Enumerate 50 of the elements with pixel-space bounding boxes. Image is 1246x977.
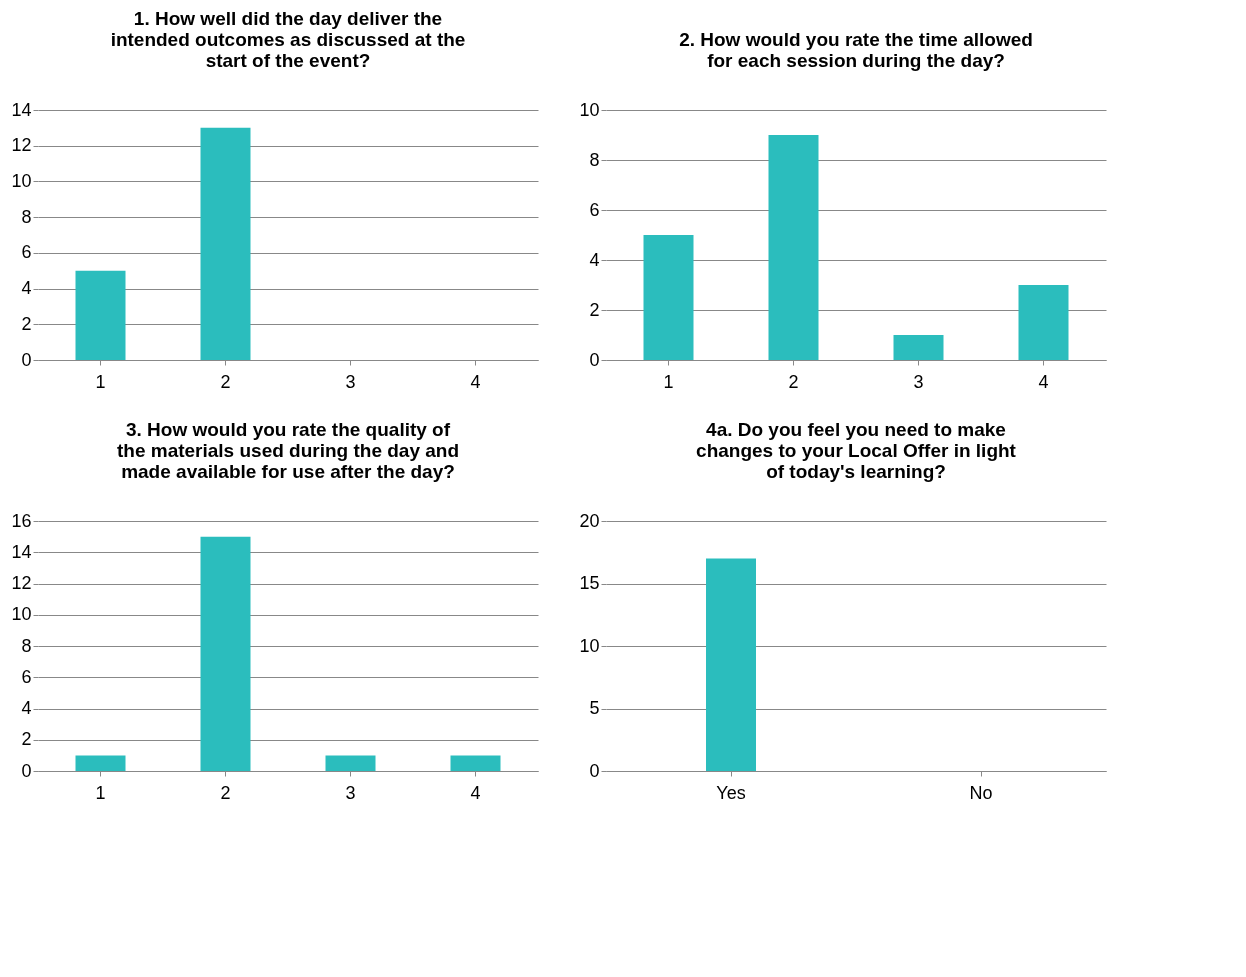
y-tick-label: 2 bbox=[21, 313, 32, 334]
chart-title: 3. How would you rate the quality of the materials used during the day and made available for use after the day? bbox=[116, 419, 460, 482]
y-tick-label: 15 bbox=[579, 573, 600, 593]
x-tick-label: 4 bbox=[470, 782, 481, 803]
y-tick-label: 4 bbox=[21, 278, 32, 299]
y-tick-label: 2 bbox=[21, 729, 32, 750]
x-tick-label: 2 bbox=[220, 782, 231, 803]
y-tick-label: 0 bbox=[589, 349, 600, 370]
x-tick-label: 3 bbox=[913, 371, 924, 392]
x-tick-label: 4 bbox=[1038, 371, 1049, 392]
y-tick-label: 12 bbox=[11, 573, 32, 593]
x-tick-label: No bbox=[969, 782, 993, 803]
y-tick-label: 0 bbox=[21, 349, 32, 370]
y-tick-label: 6 bbox=[21, 242, 32, 263]
chart-title: 1. How well did the day deliver the intended outcomes as discussed at the start of the event? bbox=[110, 8, 466, 71]
y-tick-label: 6 bbox=[21, 666, 32, 687]
x-tick-label: 3 bbox=[345, 371, 356, 392]
y-tick-label: 20 bbox=[579, 510, 600, 531]
chart-title: 4a. Do you feel you need to make changes to your Local Offer in light of today's learning? bbox=[696, 419, 1017, 482]
bar bbox=[643, 235, 694, 360]
x-tick-label: 2 bbox=[788, 371, 799, 392]
y-tick-label: 10 bbox=[579, 99, 600, 120]
x-tick-label: 3 bbox=[345, 782, 356, 803]
y-tick-label: 4 bbox=[21, 698, 32, 718]
x-tick-label: 2 bbox=[220, 371, 231, 392]
y-tick-label: 14 bbox=[11, 541, 32, 562]
x-tick-label: 1 bbox=[663, 371, 674, 392]
y-tick-label: 0 bbox=[21, 760, 32, 781]
y-tick-label: 8 bbox=[21, 206, 32, 227]
y-tick-label: 10 bbox=[579, 635, 600, 656]
y-tick-label: 2 bbox=[589, 299, 600, 320]
bar bbox=[1018, 285, 1069, 360]
y-tick-label: 10 bbox=[11, 604, 32, 625]
bar bbox=[768, 135, 819, 360]
y-tick-label: 14 bbox=[11, 99, 32, 120]
x-tick-label: 4 bbox=[470, 371, 481, 392]
y-tick-label: 8 bbox=[21, 635, 32, 656]
y-tick-label: 8 bbox=[589, 149, 600, 170]
y-tick-label: 0 bbox=[589, 760, 600, 781]
x-tick-label: Yes bbox=[716, 782, 746, 803]
y-tick-label: 12 bbox=[11, 135, 32, 156]
y-tick-label: 10 bbox=[11, 170, 32, 191]
x-tick-label: 1 bbox=[95, 371, 106, 392]
y-tick-label: 5 bbox=[589, 698, 600, 718]
y-tick-label: 6 bbox=[589, 199, 600, 220]
bar bbox=[893, 335, 944, 360]
x-tick-label: 1 bbox=[95, 782, 106, 803]
y-tick-label: 16 bbox=[11, 510, 32, 531]
y-tick-label: 4 bbox=[589, 249, 600, 270]
chart-title: 2. How would you rate the time allowed for each session during the day? bbox=[679, 29, 1033, 71]
